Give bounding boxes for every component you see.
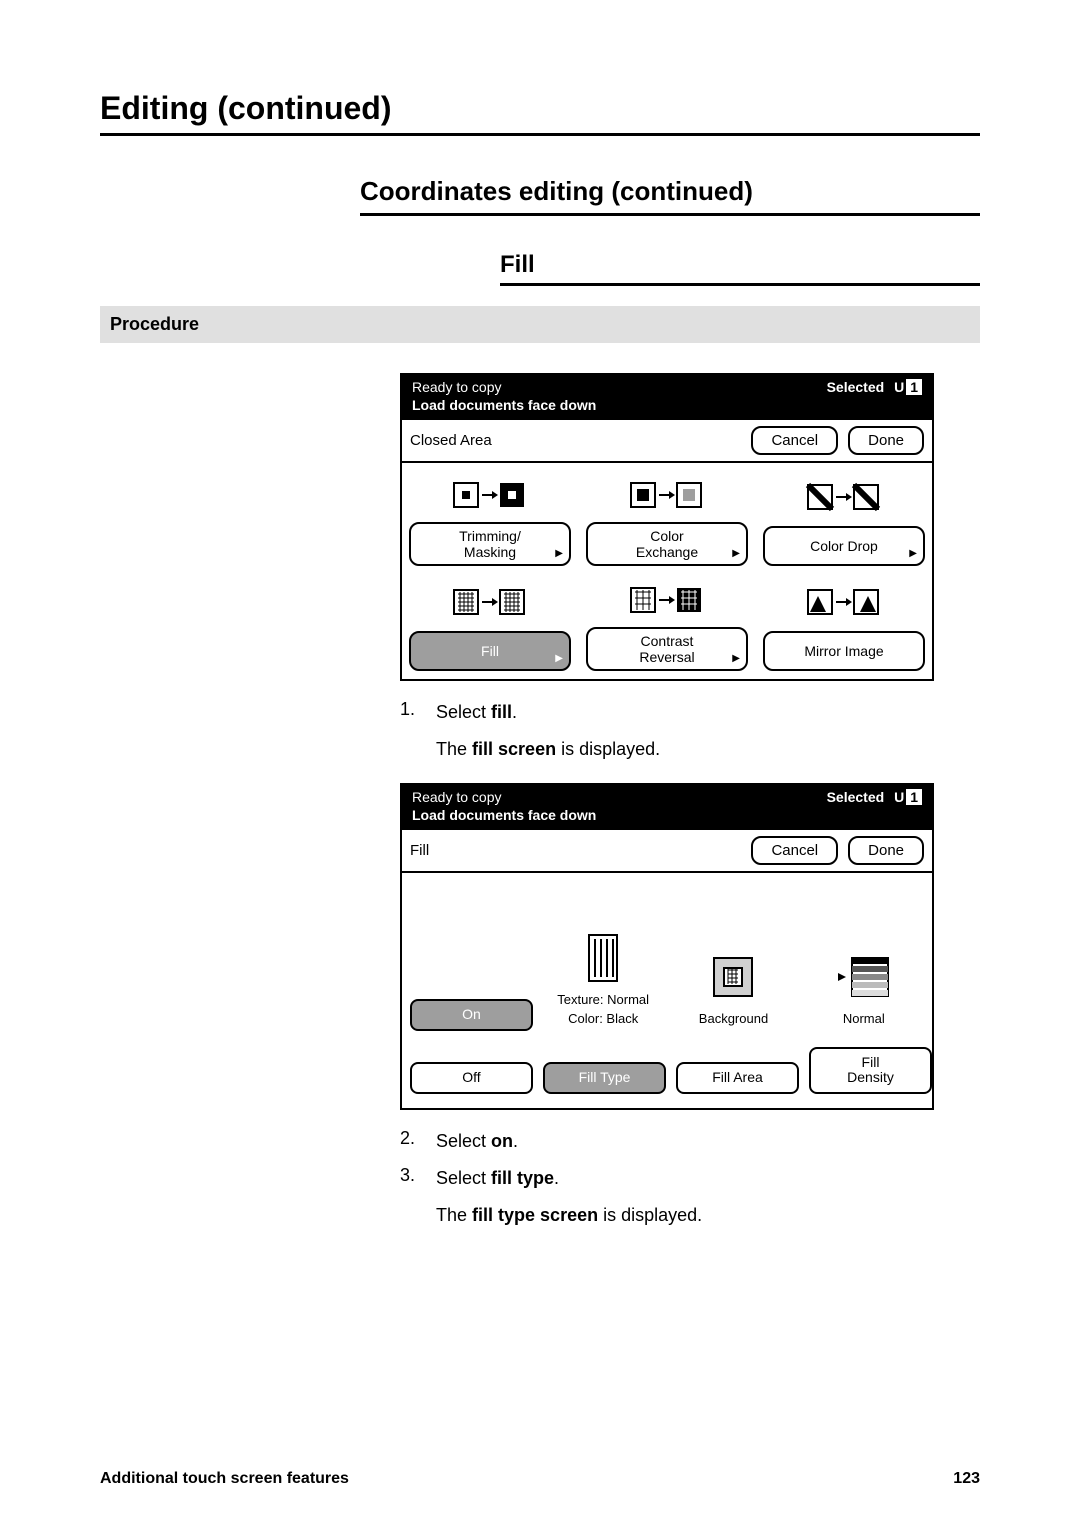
- page-h2: Coordinates editing (continued): [360, 176, 980, 216]
- option-label: Contrast: [641, 633, 694, 649]
- option-label: Trimming/: [459, 528, 521, 544]
- chevron-right-icon: ▶: [732, 548, 740, 560]
- mirror-image-icon: [804, 576, 884, 631]
- option-label: Color: [650, 528, 683, 544]
- cancel-button[interactable]: Cancel: [751, 836, 838, 865]
- color-label: Color: Black: [568, 1012, 638, 1027]
- page-h1: Editing (continued): [100, 90, 980, 136]
- done-button[interactable]: Done: [848, 836, 924, 865]
- screen1-selected-word: Selected: [827, 379, 885, 395]
- color-exchange-icon: [627, 471, 707, 522]
- step-subtext: The fill type screen is displayed.: [436, 1202, 980, 1229]
- option-label: Mirror Image: [804, 643, 883, 659]
- screen1-status-line1: Ready to copy: [412, 379, 596, 397]
- option-label: Exchange: [636, 544, 698, 560]
- step-text: Select fill type.: [436, 1165, 980, 1192]
- screen1-options: Trimming/ Masking ▶ Color Exchange ▶: [402, 463, 932, 679]
- fill-icon: [450, 576, 530, 631]
- color-drop-icon: [804, 471, 884, 526]
- color-drop-button[interactable]: Color Drop ▶: [763, 526, 925, 566]
- off-button[interactable]: Off: [410, 1062, 533, 1093]
- trimming-masking-icon: [450, 471, 530, 522]
- fill-type-icon: [543, 923, 663, 993]
- contrast-reversal-icon: [627, 576, 707, 627]
- chevron-right-icon: ▶: [909, 548, 917, 560]
- step-text: Select fill.: [436, 699, 980, 726]
- option-label: Fill: [481, 643, 499, 659]
- screen2-selected-num: 1: [906, 789, 922, 805]
- closed-area-screen: Ready to copy Load documents face down S…: [400, 373, 934, 681]
- chevron-right-icon: ▶: [555, 653, 563, 665]
- footer-page-number: 123: [953, 1470, 980, 1488]
- screen1-selected-u: U: [894, 379, 904, 395]
- screen1-header: Ready to copy Load documents face down S…: [402, 375, 932, 420]
- step-text: Select on.: [436, 1128, 980, 1155]
- procedure-heading: Procedure: [100, 306, 980, 343]
- background-label: Background: [699, 1012, 768, 1027]
- step-number: 3.: [400, 1165, 436, 1192]
- screen1-status-line2: Load documents face down: [412, 397, 596, 415]
- step-number: 2.: [400, 1128, 436, 1155]
- color-exchange-button[interactable]: Color Exchange ▶: [586, 522, 748, 566]
- screen2-selected-word: Selected: [827, 789, 885, 805]
- step-number: 1.: [400, 699, 436, 726]
- option-label: Color Drop: [810, 538, 878, 554]
- fill-screen: Ready to copy Load documents face down S…: [400, 783, 934, 1110]
- page-h3: Fill: [500, 251, 980, 286]
- fill-button[interactable]: Fill ▶: [409, 631, 571, 671]
- screen1-title: Closed Area: [410, 432, 751, 449]
- normal-label: Normal: [843, 1012, 885, 1027]
- fill-area-button[interactable]: Fill Area: [676, 1062, 799, 1093]
- screen1-selected-num: 1: [906, 379, 922, 395]
- footer-left: Additional touch screen features: [100, 1470, 349, 1488]
- on-button[interactable]: On: [410, 999, 533, 1030]
- fill-type-button[interactable]: Fill Type: [543, 1062, 666, 1093]
- screen2-header: Ready to copy Load documents face down S…: [402, 785, 932, 830]
- fill-area-icon: [673, 942, 793, 1012]
- texture-label: Texture: Normal: [557, 993, 649, 1008]
- chevron-right-icon: ▶: [732, 653, 740, 665]
- chevron-right-icon: ▶: [555, 548, 563, 560]
- screen2-status-line1: Ready to copy: [412, 789, 596, 807]
- trimming-masking-button[interactable]: Trimming/ Masking ▶: [409, 522, 571, 566]
- option-label: Masking: [464, 544, 516, 560]
- cancel-button[interactable]: Cancel: [751, 426, 838, 455]
- fill-density-button[interactable]: FillDensity: [809, 1047, 932, 1094]
- screen2-selected-u: U: [894, 789, 904, 805]
- step-subtext: The fill screen is displayed.: [436, 736, 980, 763]
- option-label: Reversal: [639, 649, 694, 665]
- fill-density-icon: [804, 942, 924, 1012]
- screen2-title: Fill: [410, 842, 751, 859]
- screen2-status-line2: Load documents face down: [412, 807, 596, 825]
- contrast-reversal-button[interactable]: Contrast Reversal ▶: [586, 627, 748, 671]
- done-button[interactable]: Done: [848, 426, 924, 455]
- mirror-image-button[interactable]: Mirror Image: [763, 631, 925, 671]
